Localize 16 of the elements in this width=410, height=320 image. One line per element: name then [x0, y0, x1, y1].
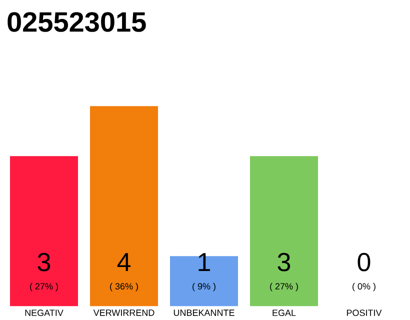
data-label: ( 27% ): [30, 282, 58, 292]
annotation: 0: [358, 252, 370, 272]
annotation: 3: [38, 252, 50, 272]
chart-title: 025523015: [8, 12, 146, 32]
x-tick-label: UNBEKANNTE: [174, 310, 234, 316]
annotation: 4: [117, 253, 130, 272]
data-label: ( 9% ): [192, 282, 216, 292]
x-tick-label: POSITIV: [346, 310, 382, 316]
data-label: ( 0% ): [352, 282, 376, 292]
data-label: ( 27% ): [270, 282, 298, 292]
annotation: 3: [278, 252, 290, 272]
x-tick-label: EGAL: [272, 310, 296, 316]
x-tick-label: VERWIRREND: [93, 310, 154, 316]
annotation: 1: [198, 253, 210, 272]
data-label: ( 36% ): [110, 282, 138, 292]
x-tick-label: NEGATIV: [25, 310, 64, 316]
